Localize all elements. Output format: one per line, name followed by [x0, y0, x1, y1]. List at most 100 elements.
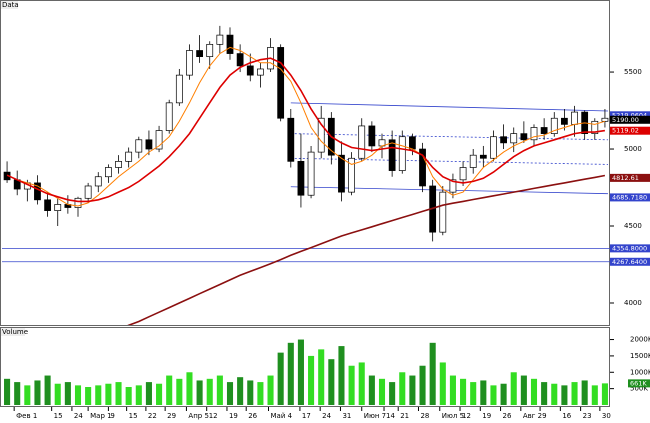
- volume-bar: [378, 378, 386, 405]
- candle-body: [469, 154, 477, 168]
- candle-body: [439, 191, 447, 233]
- volume-bar: [338, 346, 345, 405]
- volume-bar: [95, 385, 102, 405]
- volume-bar: [419, 365, 426, 405]
- volume-label: 661K: [630, 379, 647, 387]
- candle-body: [571, 111, 578, 125]
- volume-bar: [216, 375, 223, 405]
- x-tick-label: 28: [420, 412, 429, 420]
- volume-bar: [257, 382, 264, 405]
- candle-body: [540, 127, 548, 134]
- volume-bar: [460, 378, 467, 405]
- volume-bar: [500, 383, 507, 405]
- candle-body: [358, 125, 366, 159]
- candle-body: [601, 117, 609, 122]
- candle-body: [388, 139, 396, 171]
- x-tick-label: 21: [400, 412, 409, 420]
- volume-bar: [399, 372, 406, 405]
- x-tick-label: Фев 1: [16, 412, 37, 420]
- candle-body: [196, 50, 203, 58]
- x-tick-label: 9: [542, 412, 546, 420]
- x-tick-label: 24: [322, 412, 331, 420]
- volume-title-box: [1, 328, 25, 336]
- volume-bar: [166, 375, 173, 405]
- y-tick-label: 5000: [624, 145, 642, 153]
- candle-body: [236, 53, 244, 67]
- volume-bar: [389, 382, 396, 405]
- candle-body: [74, 197, 82, 208]
- volume-bar: [571, 382, 578, 405]
- volume-bar: [267, 375, 274, 405]
- x-tick-label: 9: [110, 412, 114, 420]
- volume-bar: [510, 372, 517, 405]
- candle-body: [449, 179, 457, 193]
- price-label: 5190.00: [612, 116, 639, 124]
- candle-body: [44, 199, 51, 211]
- volume-tick-label: 1500K: [630, 352, 650, 360]
- volume-bar: [449, 375, 456, 405]
- price-label-box: [610, 115, 650, 124]
- volume-tick-label: 1000K: [630, 368, 650, 376]
- x-tick-label: 17: [302, 412, 311, 420]
- volume-bar: [24, 385, 31, 405]
- volume-bar: [54, 383, 61, 405]
- price-label-box: [610, 244, 650, 253]
- x-tick-label: 12: [462, 412, 471, 420]
- volume-bar: [226, 382, 234, 405]
- candle-body: [368, 125, 376, 147]
- candle-body: [287, 117, 295, 162]
- candle-body: [479, 154, 487, 159]
- y-tick-label: 4500: [624, 222, 642, 230]
- x-tick-label: 26: [503, 412, 512, 420]
- candle-body: [155, 130, 163, 150]
- volume-bar: [85, 387, 92, 405]
- price-panel: [0, 0, 610, 326]
- candle-body: [226, 34, 234, 54]
- candle-body: [206, 43, 214, 58]
- volume-bar: [520, 375, 527, 405]
- x-tick-label: 29: [167, 412, 176, 420]
- volume-bar: [156, 383, 163, 405]
- candle-body: [135, 139, 143, 153]
- candle-body: [500, 136, 507, 144]
- candle-body: [307, 151, 315, 196]
- x-tick-label: 15: [129, 412, 138, 420]
- volume-bar: [186, 372, 193, 405]
- volume-bar: [551, 383, 558, 405]
- volume-bar: [145, 382, 152, 405]
- candle-body: [591, 120, 599, 134]
- candle-body: [105, 167, 112, 178]
- moving-average: [127, 174, 606, 325]
- title-box: [1, 1, 18, 9]
- volume-bar: [591, 385, 598, 405]
- trendline: [290, 102, 608, 112]
- volume-bar: [358, 362, 365, 405]
- y-tick-label: 5500: [624, 68, 642, 76]
- volume-bar: [368, 375, 375, 405]
- candle-body: [530, 127, 538, 141]
- candle-body: [257, 68, 264, 76]
- volume-bar: [135, 385, 142, 405]
- candle-body: [175, 74, 183, 104]
- candle-body: [216, 34, 224, 45]
- volume-plot: [4, 339, 608, 405]
- volume-bar: [287, 342, 294, 405]
- x-tick-label: 19: [229, 412, 238, 420]
- price-plot: [2, 25, 610, 325]
- volume-bar: [348, 365, 355, 405]
- volume-bar: [561, 385, 568, 405]
- volume-tick-label: 500K: [630, 385, 648, 393]
- price-label-box: [610, 193, 650, 202]
- x-tick-label: 22: [148, 412, 157, 420]
- price-label-box: [610, 126, 650, 135]
- x-tick-label: 16: [562, 412, 571, 420]
- x-tick-label: Июн 7: [364, 412, 386, 420]
- candle-body: [459, 167, 467, 181]
- moving-average: [6, 46, 606, 207]
- volume-bar: [541, 382, 548, 405]
- price-label: 5119.02: [612, 127, 639, 135]
- volume-bar: [64, 382, 71, 405]
- x-tick-label: 23: [583, 412, 592, 420]
- candle-body: [125, 151, 133, 162]
- volume-bar: [308, 355, 315, 405]
